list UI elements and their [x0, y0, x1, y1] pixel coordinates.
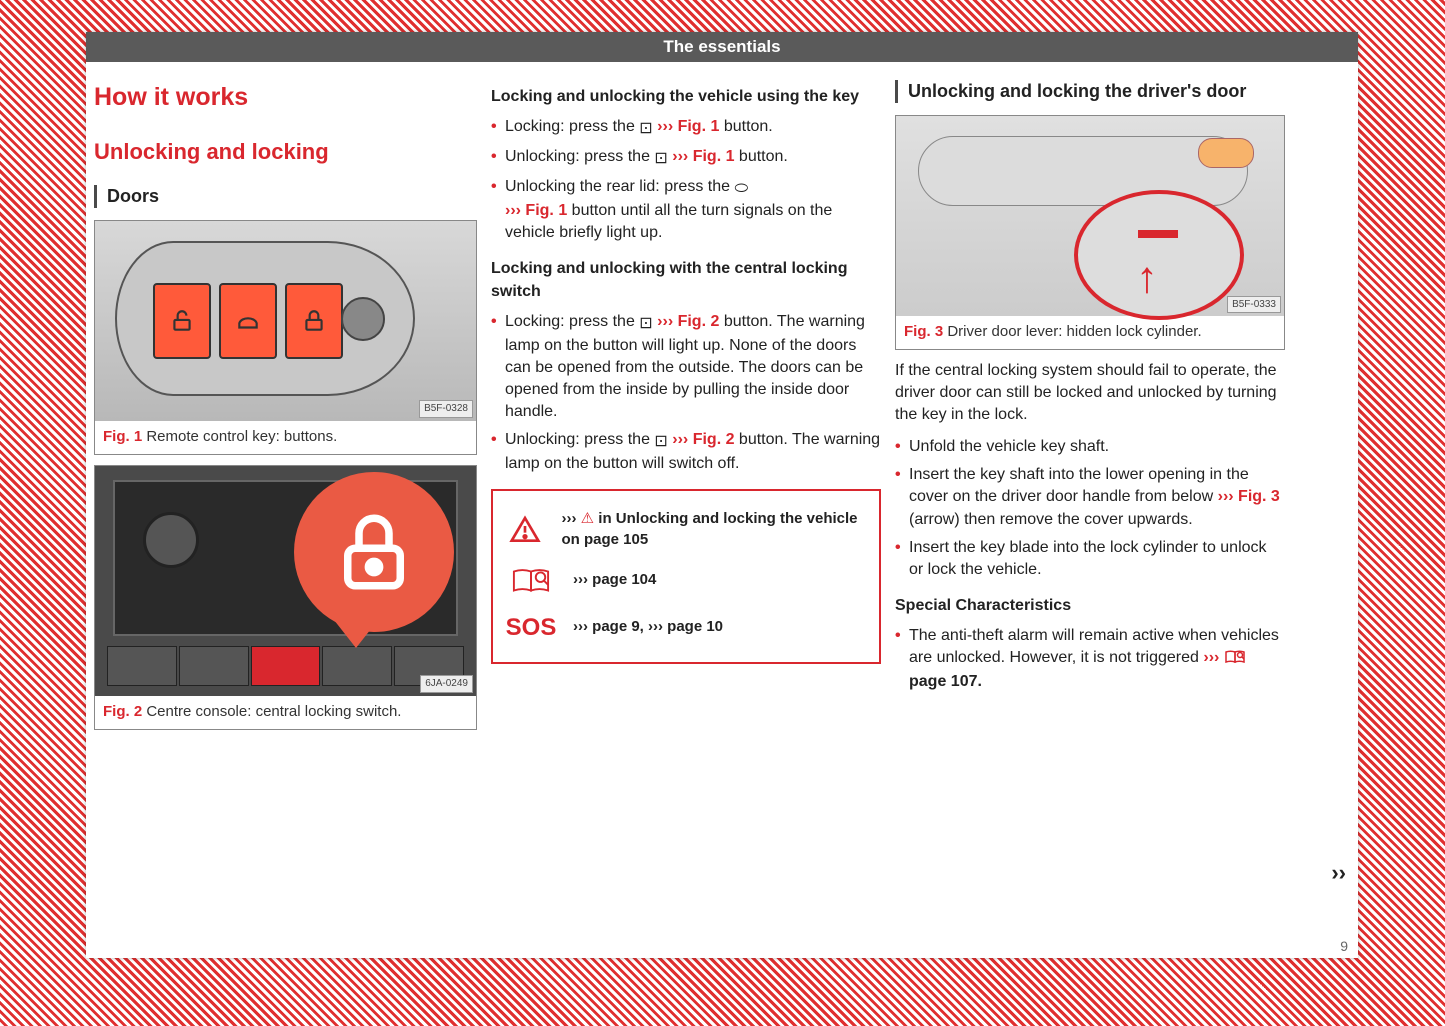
figure-3-badge: B5F-0333 [1227, 296, 1281, 314]
key-lock-icon [285, 283, 343, 359]
lock-icon: ⊡ [639, 313, 652, 335]
arrow-up-icon: ↑ [1136, 248, 1158, 309]
ref-row-sos: SOS ››› page 9, ››› page 10 [503, 603, 869, 652]
unlock-icon: ⊡ [654, 431, 667, 453]
text: ››› page 104 [573, 571, 656, 588]
bullet-unlocking-central: Unlocking: press the ⊡ ››› Fig. 2 button… [491, 429, 881, 475]
bullet-unlocking-key: Unlocking: press the ⊡ ››› Fig. 1 button… [491, 146, 881, 170]
figure-3-text: Driver door lever: hidden lock cylinder. [947, 323, 1201, 340]
text: Locking: press the [505, 313, 639, 330]
column-3: Unlocking and locking the driver's door … [895, 80, 1285, 740]
heading-driver-door: Unlocking and locking the driver's door [895, 80, 1285, 103]
book-icon [503, 567, 559, 595]
column-1: How it works Unlocking and locking Doors… [94, 80, 477, 740]
ref-text-2: ››› page 104 [573, 570, 656, 591]
lock-icon: ⊡ [639, 118, 652, 140]
ref-fig3: ››› Fig. 3 [1218, 488, 1280, 505]
text: Insert the key shaft into the lower open… [909, 466, 1249, 505]
figure-3-caption: Fig. 3 Driver door lever: hidden lock cy… [896, 316, 1284, 349]
heading-unlocking-locking: Unlocking and locking [94, 137, 477, 167]
text: Unlocking: press the [505, 431, 654, 448]
figure-1-num: Fig. 1 [103, 428, 142, 445]
bullet-unfold-key: Unfold the vehicle key shaft. [895, 436, 1285, 458]
heading-doors: Doors [94, 185, 477, 208]
ref-row-book: ››› page 104 [503, 559, 869, 603]
figure-3-image: ↑ B5F-0333 [896, 116, 1284, 316]
ref-fig2: ››› Fig. 2 [657, 313, 719, 330]
console-knob-icon [143, 512, 199, 568]
bullet-rear-lid: Unlocking the rear lid: press the ⬭ ››› … [491, 176, 881, 244]
page-content: How it works Unlocking and locking Doors… [86, 62, 1358, 748]
page-header: The essentials [86, 32, 1358, 62]
key-unlock-icon [153, 283, 211, 359]
figure-1-caption: Fig. 1 Remote control key: buttons. [95, 421, 476, 454]
heading-how-it-works: How it works [94, 80, 477, 115]
text: Unlocking: press the [505, 148, 654, 165]
text: button. [734, 148, 787, 165]
figure-1-badge: B5F-0328 [419, 400, 473, 418]
warning-icon [503, 514, 548, 546]
bullet-anti-theft: The anti-theft alarm will remain active … [895, 625, 1285, 693]
figure-1-image: B5F-0328 [95, 221, 476, 421]
page-number: 9 [1340, 938, 1348, 954]
trunk-icon: ⬭ [734, 178, 748, 200]
reference-box: ››› ⚠ in Unlocking and locking the vehic… [491, 489, 881, 663]
sos-label: SOS [503, 611, 559, 644]
zoom-circle: ↑ [1074, 190, 1244, 320]
ref-fig1: ››› Fig. 1 [672, 148, 734, 165]
text: page 107. [909, 673, 982, 690]
ref-fig2: ››› Fig. 2 [672, 431, 734, 448]
ref-text-1: ››› ⚠ in Unlocking and locking the vehic… [562, 509, 869, 550]
text: button. [719, 118, 772, 135]
lock-slot-icon [1138, 230, 1178, 238]
text: Locking: press the [505, 118, 639, 135]
key-logo-icon [341, 297, 385, 341]
ref-text-3: ››› page 9, ››› page 10 [573, 617, 723, 638]
console-illustration [95, 466, 476, 696]
figure-2-badge: 6JA-0249 [420, 675, 473, 693]
column-2: Locking and unlocking the vehicle using … [491, 80, 881, 740]
bullet-insert-blade: Insert the key blade into the lock cylin… [895, 537, 1285, 581]
figure-2-caption: Fig. 2 Centre console: central locking s… [95, 696, 476, 729]
ref-fig1: ››› Fig. 1 [505, 202, 567, 219]
sec-central-lock: Locking and unlocking with the central l… [491, 258, 881, 302]
book-icon [1224, 649, 1246, 671]
door-light-icon [1198, 138, 1254, 168]
bullet-locking-key: Locking: press the ⊡ ››› Fig. 1 button. [491, 116, 881, 140]
ref-chevron: ››› [562, 510, 581, 527]
figure-2-text: Centre console: central locking switch. [146, 703, 401, 720]
bullet-insert-shaft: Insert the key shaft into the lower open… [895, 464, 1285, 530]
figure-3-num: Fig. 3 [904, 323, 943, 340]
figure-2: 6JA-0249 Fig. 2 Centre console: central … [94, 465, 477, 730]
continue-chevron-icon: ›› [1331, 860, 1346, 886]
ref-fig1: ››› Fig. 1 [657, 118, 719, 135]
paragraph-fallback: If the central locking system should fai… [895, 360, 1285, 426]
figure-1: B5F-0328 Fig. 1 Remote control key: butt… [94, 220, 477, 455]
text: ››› page 9, ››› page 10 [573, 618, 723, 635]
figure-2-num: Fig. 2 [103, 703, 142, 720]
unlock-icon: ⊡ [654, 148, 667, 170]
figure-2-image: 6JA-0249 [95, 466, 476, 696]
ref-row-warning: ››› ⚠ in Unlocking and locking the vehic… [503, 501, 869, 558]
lock-bubble-icon [294, 472, 454, 632]
heading-special-characteristics: Special Characteristics [895, 595, 1285, 617]
text: in Unlocking and locking the vehicle on … [562, 510, 858, 548]
manual-page: The essentials How it works Unlocking an… [86, 32, 1358, 958]
sec-lock-with-key: Locking and unlocking the vehicle using … [491, 86, 881, 108]
text: Unlocking the rear lid: press the [505, 178, 734, 195]
bullet-locking-central: Locking: press the ⊡ ››› Fig. 2 button. … [491, 311, 881, 423]
figure-1-text: Remote control key: buttons. [146, 428, 337, 445]
key-fob-illustration [115, 241, 415, 396]
text: (arrow) then remove the cover upwards. [909, 511, 1193, 528]
key-trunk-icon [219, 283, 277, 359]
ref-chevron: ››› [1203, 649, 1223, 666]
central-lock-button-icon [251, 646, 321, 686]
figure-3: ↑ B5F-0333 Fig. 3 Driver door lever: hid… [895, 115, 1285, 350]
